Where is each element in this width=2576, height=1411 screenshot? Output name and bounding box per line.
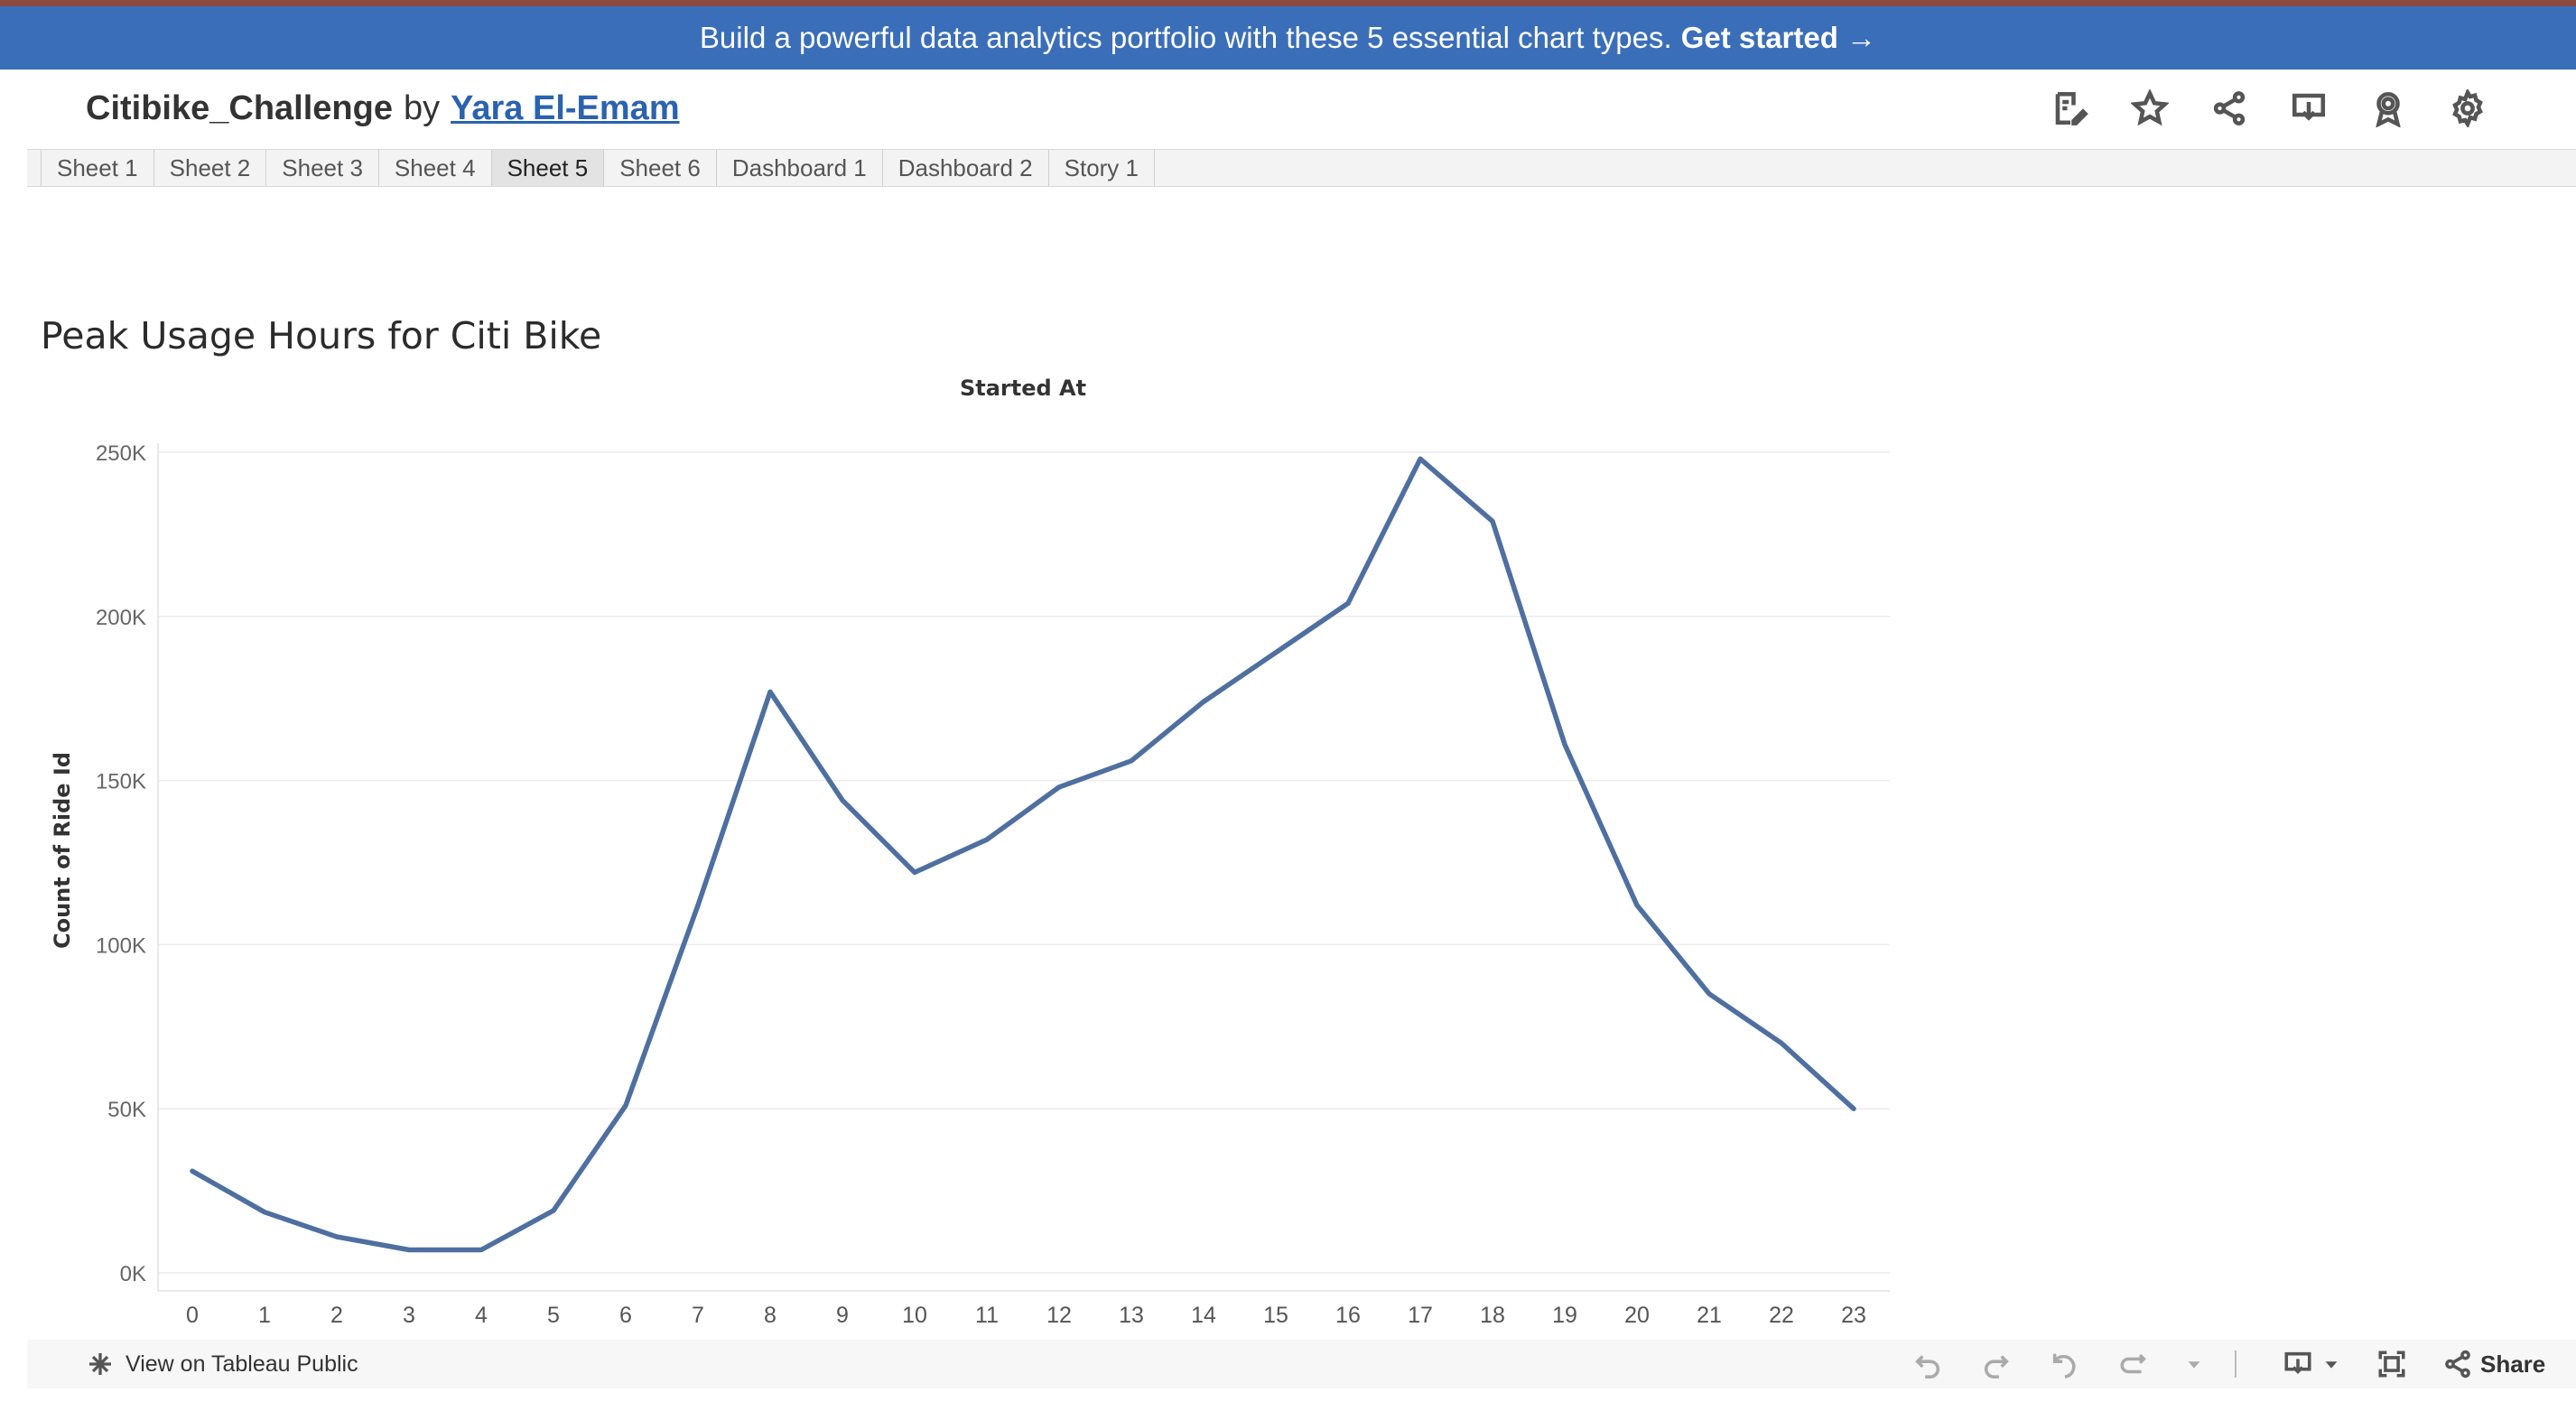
bottom-toolbar-actions: Share xyxy=(1910,1340,2545,1388)
refresh-icon[interactable] xyxy=(2116,1346,2152,1382)
tab-dashboard-2[interactable]: Dashboard 2 xyxy=(883,150,1049,186)
x-tick-label: 2 xyxy=(330,1303,343,1328)
sheet-tabs: Sheet 1 Sheet 2 Sheet 3 Sheet 4 Sheet 5 … xyxy=(27,149,2576,187)
x-tick-label: 15 xyxy=(1263,1303,1288,1328)
x-tick-label: 12 xyxy=(1046,1303,1072,1328)
x-axis-title: Started At xyxy=(960,376,1086,401)
download-chevron-down-icon[interactable] xyxy=(2321,1346,2341,1382)
x-tick-label: 23 xyxy=(1841,1303,1866,1328)
sheet-title: Peak Usage Hours for Citi Bike xyxy=(41,314,602,357)
x-tick-label: 13 xyxy=(1119,1303,1144,1328)
share-label: Share xyxy=(2480,1350,2546,1378)
x-tick-label: 3 xyxy=(403,1303,415,1328)
tab-sheet-1[interactable]: Sheet 1 xyxy=(41,150,154,186)
workbook-title: Citibike_Challenge by Yara El-Emam xyxy=(86,89,680,128)
view-on-tableau-public-link[interactable]: View on Tableau Public xyxy=(86,1350,358,1379)
x-tick-label: 4 xyxy=(475,1303,488,1328)
gear-icon[interactable] xyxy=(2447,88,2488,129)
promo-banner[interactable]: Build a powerful data analytics portfoli… xyxy=(0,6,2576,70)
banner-get-started-link[interactable]: Get started → xyxy=(1680,21,1877,54)
x-tick-label: 1 xyxy=(258,1303,271,1328)
tab-sheet-5[interactable]: Sheet 5 xyxy=(491,150,605,186)
x-tick-label: 9 xyxy=(836,1303,849,1328)
bottom-toolbar: View on Tableau Public Share xyxy=(27,1340,2576,1388)
top-accent-stripe xyxy=(0,0,2576,6)
tableau-logo-icon xyxy=(89,1353,111,1375)
header-toolbar xyxy=(2050,88,2488,129)
y-axis-title: Count of Ride Id xyxy=(50,752,75,949)
share-icon xyxy=(2445,1350,2470,1379)
by-label: by xyxy=(403,89,441,127)
fullscreen-icon[interactable] xyxy=(2374,1346,2410,1382)
redo-icon[interactable] xyxy=(1978,1346,2014,1382)
x-tick-label: 0 xyxy=(186,1303,199,1328)
share-network-icon[interactable] xyxy=(2209,88,2250,129)
x-tick-label: 19 xyxy=(1552,1303,1577,1328)
tab-sheet-6[interactable]: Sheet 6 xyxy=(604,150,717,186)
tab-sheet-2[interactable]: Sheet 2 xyxy=(154,150,267,186)
y-tick-label: 0K xyxy=(120,1262,146,1286)
edit-icon[interactable] xyxy=(2050,88,2091,129)
share-button[interactable]: Share xyxy=(2442,1349,2545,1379)
banner-text: Build a powerful data analytics portfoli… xyxy=(699,21,1672,54)
series-line xyxy=(190,456,1856,1253)
y-tick-label: 50K xyxy=(107,1098,146,1122)
workbook-header: Citibike_Challenge by Yara El-Emam xyxy=(0,70,2576,151)
star-icon[interactable] xyxy=(2129,88,2171,129)
x-tick-label: 14 xyxy=(1191,1303,1216,1328)
download-icon[interactable] xyxy=(2288,88,2330,129)
undo-icon[interactable] xyxy=(1910,1346,1946,1382)
workbook-name: Citibike_Challenge xyxy=(86,89,393,127)
tab-sheet-4[interactable]: Sheet 4 xyxy=(379,150,492,186)
x-tick-label: 6 xyxy=(619,1303,632,1328)
tab-dashboard-1[interactable]: Dashboard 1 xyxy=(717,150,883,186)
x-tick-label: 16 xyxy=(1335,1303,1361,1328)
y-tick-label: 200K xyxy=(96,606,146,630)
x-tick-label: 20 xyxy=(1624,1303,1650,1328)
x-tick-label: 8 xyxy=(764,1303,777,1328)
x-tick-label: 21 xyxy=(1697,1303,1722,1328)
badge-icon[interactable] xyxy=(2367,88,2409,129)
view-on-tableau-public-label: View on Tableau Public xyxy=(126,1351,358,1377)
x-tick-label: 11 xyxy=(975,1303,999,1328)
x-tick-label: 17 xyxy=(1408,1303,1433,1328)
x-tick-label: 22 xyxy=(1769,1303,1794,1328)
y-tick-label: 150K xyxy=(96,770,146,794)
chevron-down-icon[interactable] xyxy=(2184,1346,2204,1382)
toolbar-divider xyxy=(2235,1351,2237,1378)
x-tick-label: 18 xyxy=(1480,1303,1505,1328)
tab-story-1[interactable]: Story 1 xyxy=(1049,150,1155,186)
y-tick-label: 100K xyxy=(96,933,146,958)
y-tick-label: 250K xyxy=(96,441,146,466)
revert-icon[interactable] xyxy=(2047,1346,2083,1382)
x-tick-label: 7 xyxy=(692,1303,704,1328)
author-link[interactable]: Yara El-Emam xyxy=(451,89,680,127)
tab-sheet-3[interactable]: Sheet 3 xyxy=(266,150,379,186)
download-menu-icon[interactable] xyxy=(2280,1346,2316,1382)
x-tick-label: 5 xyxy=(547,1303,560,1328)
x-tick-label: 10 xyxy=(902,1303,927,1328)
